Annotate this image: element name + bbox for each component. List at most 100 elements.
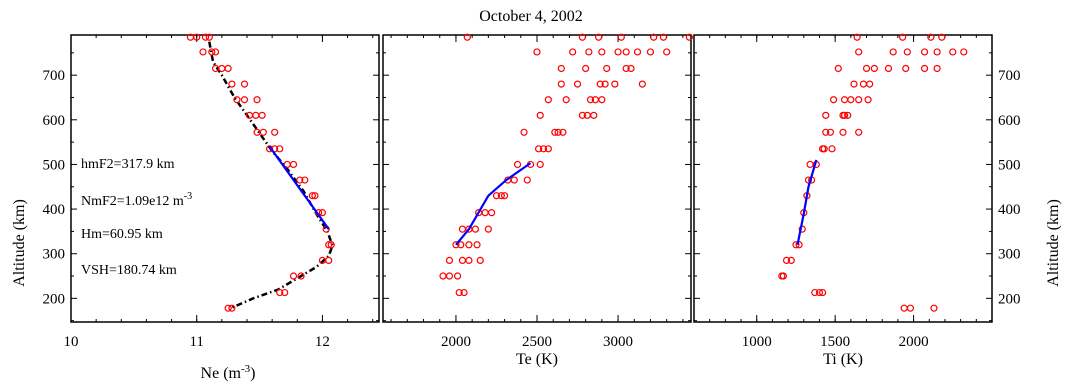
y-tick-label-left-300: 300 <box>43 247 66 263</box>
data-point-te-21 <box>596 80 604 88</box>
data-point-ti-3 <box>938 33 946 41</box>
data-point-ti-53 <box>900 304 908 312</box>
data-point-te-27 <box>586 96 595 104</box>
y-tick-label-right-500: 500 <box>998 157 1021 173</box>
annotation-hmf2: hmF2=317.9 km <box>81 157 175 172</box>
data-point-ne-31 <box>318 209 327 217</box>
data-point-ne-33 <box>325 241 333 249</box>
data-point-te-0 <box>463 33 471 41</box>
data-point-ti-19 <box>866 80 874 88</box>
panel-ti: 200 300 400 500 600 700 1000 1500 2000 <box>693 33 1021 350</box>
data-point-ti-16 <box>920 64 929 73</box>
data-point-te-11 <box>614 48 622 56</box>
data-point-ne-29 <box>311 192 319 200</box>
data-point-ti-34 <box>828 145 836 153</box>
data-point-ti-23 <box>847 96 855 104</box>
data-point-te-5 <box>659 33 668 41</box>
data-point-te-43 <box>513 160 522 169</box>
data-point-te-10 <box>598 48 606 56</box>
data-point-ti-15 <box>902 64 910 73</box>
data-point-ne-38 <box>289 272 298 280</box>
data-point-ti-12 <box>862 64 871 73</box>
data-point-te-58 <box>484 225 492 233</box>
data-point-te-70 <box>455 288 463 297</box>
data-point-ti-36 <box>819 145 827 153</box>
data-point-ti-5 <box>903 48 911 56</box>
data-point-ti-26 <box>844 111 852 119</box>
data-point-te-67 <box>439 272 447 280</box>
y-axis-label-right: Altitude (km) <box>1045 199 1062 287</box>
data-point-te-16 <box>582 64 590 73</box>
data-point-te-26 <box>573 80 582 88</box>
data-point-ti-24 <box>840 96 849 104</box>
data-point-ne-2 <box>201 33 210 41</box>
data-point-te-39 <box>559 128 567 136</box>
y-tick-label-right-400: 400 <box>998 202 1021 218</box>
data-point-ti-20 <box>850 80 858 88</box>
data-point-te-61 <box>465 241 473 249</box>
data-point-te-65 <box>458 256 467 265</box>
data-point-ti-11 <box>884 64 893 73</box>
data-point-te-47 <box>510 176 518 184</box>
data-point-ti-30 <box>839 128 847 136</box>
data-point-te-60 <box>457 241 465 249</box>
data-point-ne-28 <box>308 192 316 200</box>
x-tick-label-te-2500: 2500 <box>522 334 552 350</box>
plot-frame-ne <box>70 34 380 323</box>
data-point-ne-4 <box>199 48 207 56</box>
data-point-ne-9 <box>211 64 220 73</box>
data-point-te-48 <box>523 176 531 184</box>
annotation-vsh: VSH=180.74 km <box>81 263 177 278</box>
data-point-te-30 <box>562 96 570 104</box>
data-point-ti-33 <box>826 128 835 136</box>
x-tick-label-ne-11: 11 <box>189 334 203 350</box>
data-point-ti-4 <box>889 48 897 56</box>
data-point-te-42 <box>544 145 552 153</box>
y-tick-label-left-400: 400 <box>43 202 66 218</box>
data-point-ne-26 <box>296 176 304 184</box>
data-point-te-31 <box>544 96 552 104</box>
data-point-ti-49 <box>778 272 786 280</box>
data-point-te-51 <box>500 192 509 200</box>
data-point-ti-31 <box>855 128 863 136</box>
model-curve-ne <box>208 41 334 310</box>
data-point-te-62 <box>473 241 481 249</box>
data-point-ne-7 <box>218 64 226 73</box>
x-tick-label-ne-12: 12 <box>315 334 330 350</box>
data-point-te-68 <box>445 272 454 280</box>
data-point-ne-1 <box>193 33 201 41</box>
data-point-te-25 <box>557 80 565 88</box>
data-point-ti-10 <box>855 48 863 56</box>
data-point-ti-28 <box>839 111 847 119</box>
data-point-te-49 <box>492 192 501 200</box>
data-point-te-24 <box>638 80 646 88</box>
data-point-ti-0 <box>853 33 861 41</box>
data-point-ne-5 <box>208 48 216 56</box>
x-tick-label-ti-1500: 1500 <box>820 334 850 350</box>
data-point-te-22 <box>601 80 609 88</box>
chart-title: October 4, 2002 <box>479 8 583 25</box>
data-point-te-34 <box>590 111 598 119</box>
data-point-te-14 <box>646 48 655 56</box>
data-point-ti-2 <box>927 33 935 41</box>
x-axis-label-te: Te (K) <box>516 351 558 368</box>
data-point-ne-8 <box>224 64 232 73</box>
y-tick-label-right-600: 600 <box>998 113 1021 129</box>
data-point-ti-55 <box>930 304 938 312</box>
data-point-ti-21 <box>864 96 872 104</box>
data-point-te-41 <box>539 145 548 153</box>
data-point-te-1 <box>578 33 586 41</box>
y-tick-label-right-200: 200 <box>998 291 1021 307</box>
data-point-te-13 <box>633 48 642 56</box>
data-point-ne-37 <box>297 272 305 280</box>
y-tick-label-right-700: 700 <box>998 68 1021 84</box>
data-point-ne-6 <box>211 48 220 56</box>
data-point-te-69 <box>453 272 462 280</box>
data-point-ne-41 <box>224 304 232 312</box>
y-tick-label-left-700: 700 <box>43 68 66 84</box>
data-point-te-8 <box>569 48 577 56</box>
data-point-te-3 <box>617 33 625 41</box>
data-point-ne-10 <box>228 80 236 88</box>
data-point-ti-22 <box>855 96 863 104</box>
